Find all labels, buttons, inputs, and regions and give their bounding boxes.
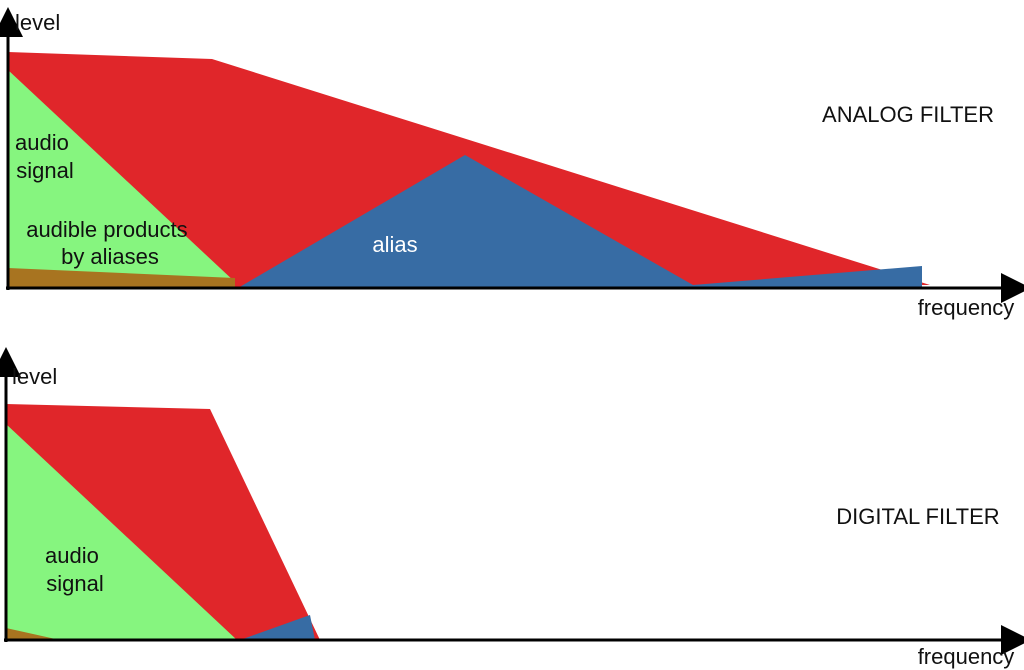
products-label: audible products by aliases (26, 217, 194, 269)
x-axis-label: frequency (918, 295, 1015, 320)
alias-label: alias (372, 232, 417, 257)
audio-signal (6, 424, 237, 640)
alias-region (238, 155, 922, 288)
audio-label-line: signal (46, 571, 103, 596)
products-label-line: audible products (26, 217, 187, 242)
y-axis-label: level (12, 364, 57, 389)
audible-products (6, 628, 60, 640)
audio-label-line: signal (16, 158, 73, 183)
audio-label: audio signal (15, 130, 75, 183)
audio-label-line: audio (15, 130, 69, 155)
digital-panel: level frequency DIGITAL FILTER audio sig… (0, 347, 1024, 669)
alias-region (240, 615, 315, 640)
audio-label: audio signal (45, 543, 105, 596)
audible-products (8, 268, 235, 288)
x-axis-label: frequency (918, 644, 1015, 669)
analog-panel: level frequency ANALOG FILTER audio sign… (0, 7, 1024, 320)
panel-title: ANALOG FILTER (822, 102, 994, 127)
audio-label-line: audio (45, 543, 99, 568)
audio-signal (8, 70, 235, 288)
y-axis-label: level (15, 10, 60, 35)
panel-title: DIGITAL FILTER (836, 504, 999, 529)
products-label-line: by aliases (61, 244, 159, 269)
